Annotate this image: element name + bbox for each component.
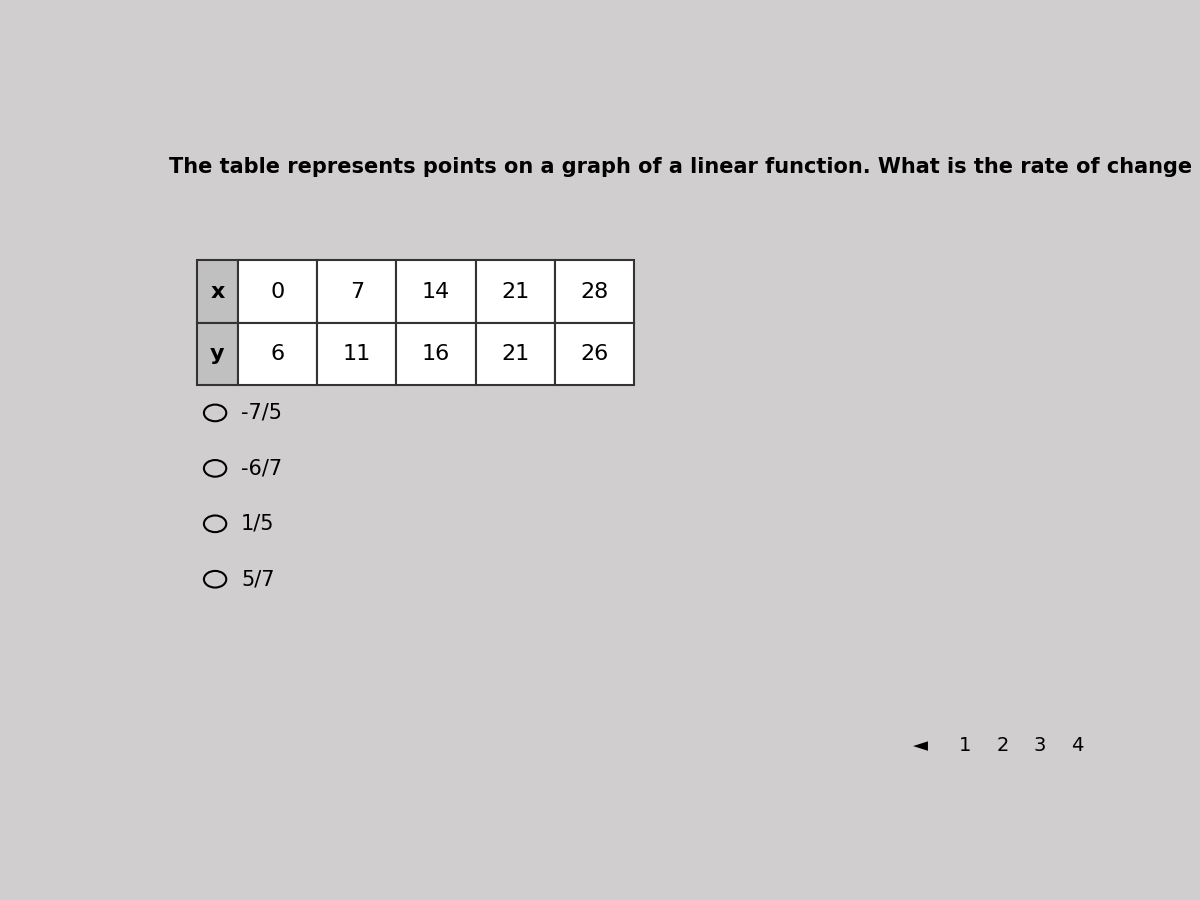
Text: The table represents points on a graph of a linear function. What is the rate of: The table represents points on a graph o… [168,157,1200,176]
Text: 7: 7 [350,282,364,302]
Bar [197,260,239,323]
Text: -7/5: -7/5 [241,403,282,423]
Text: 16: 16 [422,344,450,364]
Text: 14: 14 [422,282,450,302]
Bar [239,260,317,323]
Bar [317,323,396,385]
Text: x: x [210,282,224,302]
Text: 5/7: 5/7 [241,569,275,590]
Bar [475,323,554,385]
Text: y: y [210,344,224,364]
Bar [317,260,396,323]
Text: 26: 26 [580,344,608,364]
Text: 0: 0 [271,282,286,302]
Text: 1/5: 1/5 [241,514,275,534]
Text: 3: 3 [1033,736,1046,755]
Text: 11: 11 [343,344,371,364]
Bar [475,260,554,323]
Bar [554,260,634,323]
Text: 6: 6 [271,344,284,364]
Text: ◄: ◄ [912,736,928,755]
Text: 4: 4 [1070,736,1084,755]
Bar [197,323,239,385]
Text: 21: 21 [500,282,529,302]
Text: 2: 2 [996,736,1009,755]
Bar [239,323,317,385]
Bar [396,323,475,385]
Bar [396,260,475,323]
Text: -6/7: -6/7 [241,458,282,479]
Text: 21: 21 [500,344,529,364]
Bar [554,323,634,385]
Text: 1: 1 [959,736,972,755]
Text: 28: 28 [580,282,608,302]
